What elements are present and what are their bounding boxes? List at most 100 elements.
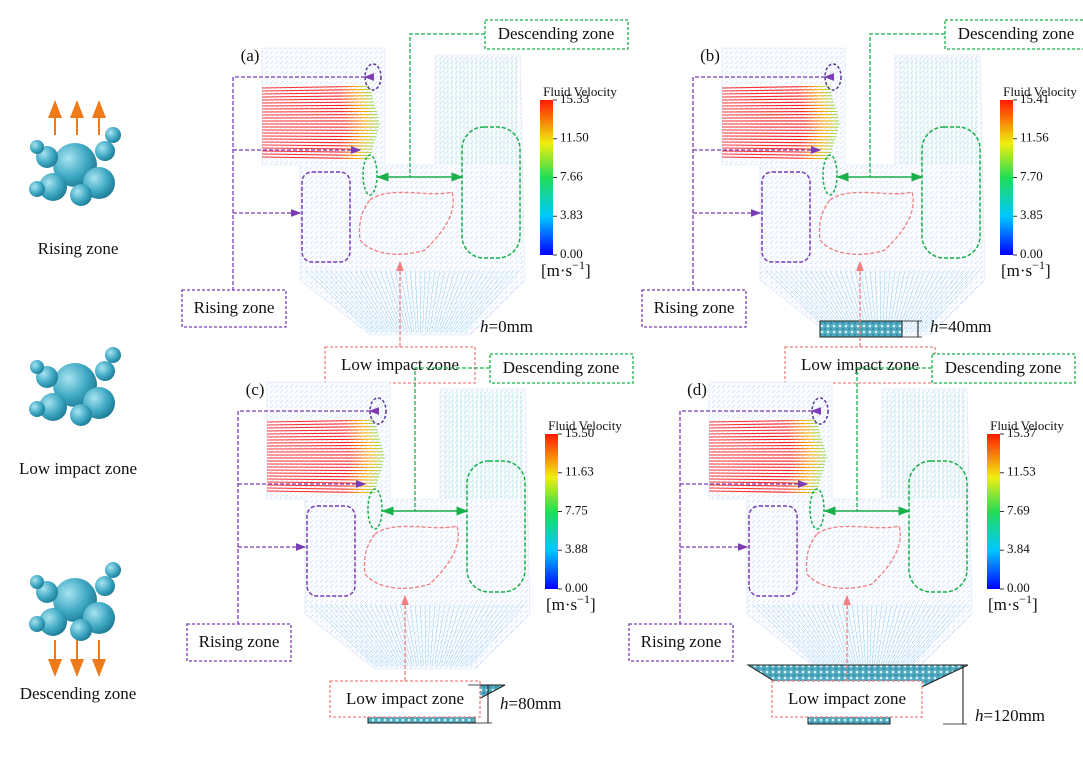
- bubble: [70, 184, 92, 206]
- bubble: [95, 361, 115, 381]
- colorbar-tick-label: 7.75: [565, 502, 588, 517]
- bubble: [95, 141, 115, 161]
- legend-label: Low impact zone: [19, 459, 137, 478]
- descending-label: Descending zone: [945, 358, 1062, 377]
- colorbar-tick-label: 11.50: [560, 130, 589, 145]
- colorbar-tick-label: 11.53: [1007, 464, 1036, 479]
- legend-item: Rising zone: [29, 102, 121, 258]
- height-symbol: h: [480, 317, 489, 336]
- unit-part: [m·s: [1001, 261, 1032, 280]
- height-symbol: h: [500, 694, 509, 713]
- flow-domain: [267, 382, 530, 669]
- height-value: =120mm: [984, 706, 1046, 725]
- bubble: [29, 181, 45, 197]
- colorbar-tick-label: 11.56: [1020, 130, 1049, 145]
- unit-part: ]: [1032, 595, 1038, 614]
- rising-label: Rising zone: [641, 632, 722, 651]
- jet-line: [262, 108, 376, 109]
- low-impact-label: Low impact zone: [801, 355, 919, 374]
- unit-exp: −1: [1032, 258, 1045, 272]
- jet-line: [709, 445, 824, 446]
- low-impact-label: Low impact zone: [788, 689, 906, 708]
- page: Rising zone Low impact zone Descending zon…: [0, 0, 1083, 767]
- height-symbol: h: [930, 317, 939, 336]
- flow-domain: [722, 48, 985, 335]
- jet-line: [262, 136, 376, 137]
- packed-bed: [820, 321, 902, 337]
- unit-exp: −1: [572, 258, 585, 272]
- unit-label: [m·s−1]: [988, 592, 1038, 614]
- flow-domain: [709, 382, 972, 669]
- jet-line: [722, 108, 836, 109]
- colorbar-tick-label: 15.41: [1020, 91, 1049, 106]
- colorbar-tick-label: 15.33: [560, 91, 589, 106]
- rising-label: Rising zone: [654, 298, 735, 317]
- bubble: [105, 562, 121, 578]
- bubble: [105, 347, 121, 363]
- bubble: [105, 127, 121, 143]
- height-label: h=120mm: [975, 706, 1045, 725]
- colorbar-tick-label: 3.88: [565, 541, 588, 556]
- bubble: [70, 404, 92, 426]
- unit-exp: −1: [1019, 592, 1032, 606]
- unit-part: [m·s: [546, 595, 577, 614]
- colorbar: [1000, 100, 1013, 255]
- height-symbol: h: [975, 706, 984, 725]
- colorbar-tick-label: 15.50: [565, 425, 594, 440]
- panel-label: (c): [246, 380, 265, 399]
- jet-line: [267, 442, 381, 443]
- colorbar: [987, 434, 1000, 589]
- jet-line: [262, 133, 377, 134]
- unit-part: ]: [585, 261, 591, 280]
- colorbar-tick-label: 11.63: [565, 464, 594, 479]
- descending-label: Descending zone: [498, 24, 615, 43]
- legend-item: Descending zone: [20, 562, 137, 703]
- jet-line: [709, 442, 823, 443]
- bubble: [95, 576, 115, 596]
- legend-label: Descending zone: [20, 684, 137, 703]
- jet-line: [267, 445, 382, 446]
- colorbar-tick-label: 7.66: [560, 168, 583, 183]
- unit-label: [m·s−1]: [541, 258, 591, 280]
- jet-line: [267, 467, 382, 468]
- height-value: =0mm: [489, 317, 534, 336]
- rising-label: Rising zone: [194, 298, 275, 317]
- colorbar: [540, 100, 553, 255]
- height-label: h=80mm: [500, 694, 562, 713]
- bubble: [30, 360, 44, 374]
- colorbar: [545, 434, 558, 589]
- unit-part: [m·s: [988, 595, 1019, 614]
- unit-part: ]: [590, 595, 596, 614]
- height-value: =80mm: [509, 694, 562, 713]
- panel: Descending zone Rising zone Low impact zon…: [629, 354, 1075, 725]
- jet-line: [709, 470, 823, 471]
- legend-label: Rising zone: [38, 239, 119, 258]
- unit-label: [m·s−1]: [1001, 258, 1051, 280]
- bubble: [30, 140, 44, 154]
- flow-domain: [262, 48, 525, 335]
- low-impact-label: Low impact zone: [341, 355, 459, 374]
- height-value: =40mm: [939, 317, 992, 336]
- low-impact-label: Low impact zone: [346, 689, 464, 708]
- colorbar-tick-label: 7.70: [1020, 168, 1043, 183]
- panel: Descending zone Rising zone Low impact zon…: [182, 20, 628, 383]
- bubble: [29, 401, 45, 417]
- colorbar-tick-label: 3.85: [1020, 207, 1043, 222]
- jet-line: [267, 470, 381, 471]
- bubble: [30, 575, 44, 589]
- jet-line: [722, 111, 837, 112]
- descending-label: Descending zone: [503, 358, 620, 377]
- colorbar-tick-label: 3.83: [560, 207, 583, 222]
- panel-label: (b): [700, 46, 720, 65]
- unit-label: [m·s−1]: [546, 592, 596, 614]
- colorbar-tick-label: 7.69: [1007, 502, 1030, 517]
- jet-line: [709, 467, 824, 468]
- jet-line: [722, 133, 837, 134]
- panel-label: (d): [687, 380, 707, 399]
- bubble: [70, 619, 92, 641]
- unit-part: ]: [1045, 261, 1051, 280]
- height-label: h=40mm: [930, 317, 992, 336]
- unit-exp: −1: [577, 592, 590, 606]
- jet-line: [262, 111, 377, 112]
